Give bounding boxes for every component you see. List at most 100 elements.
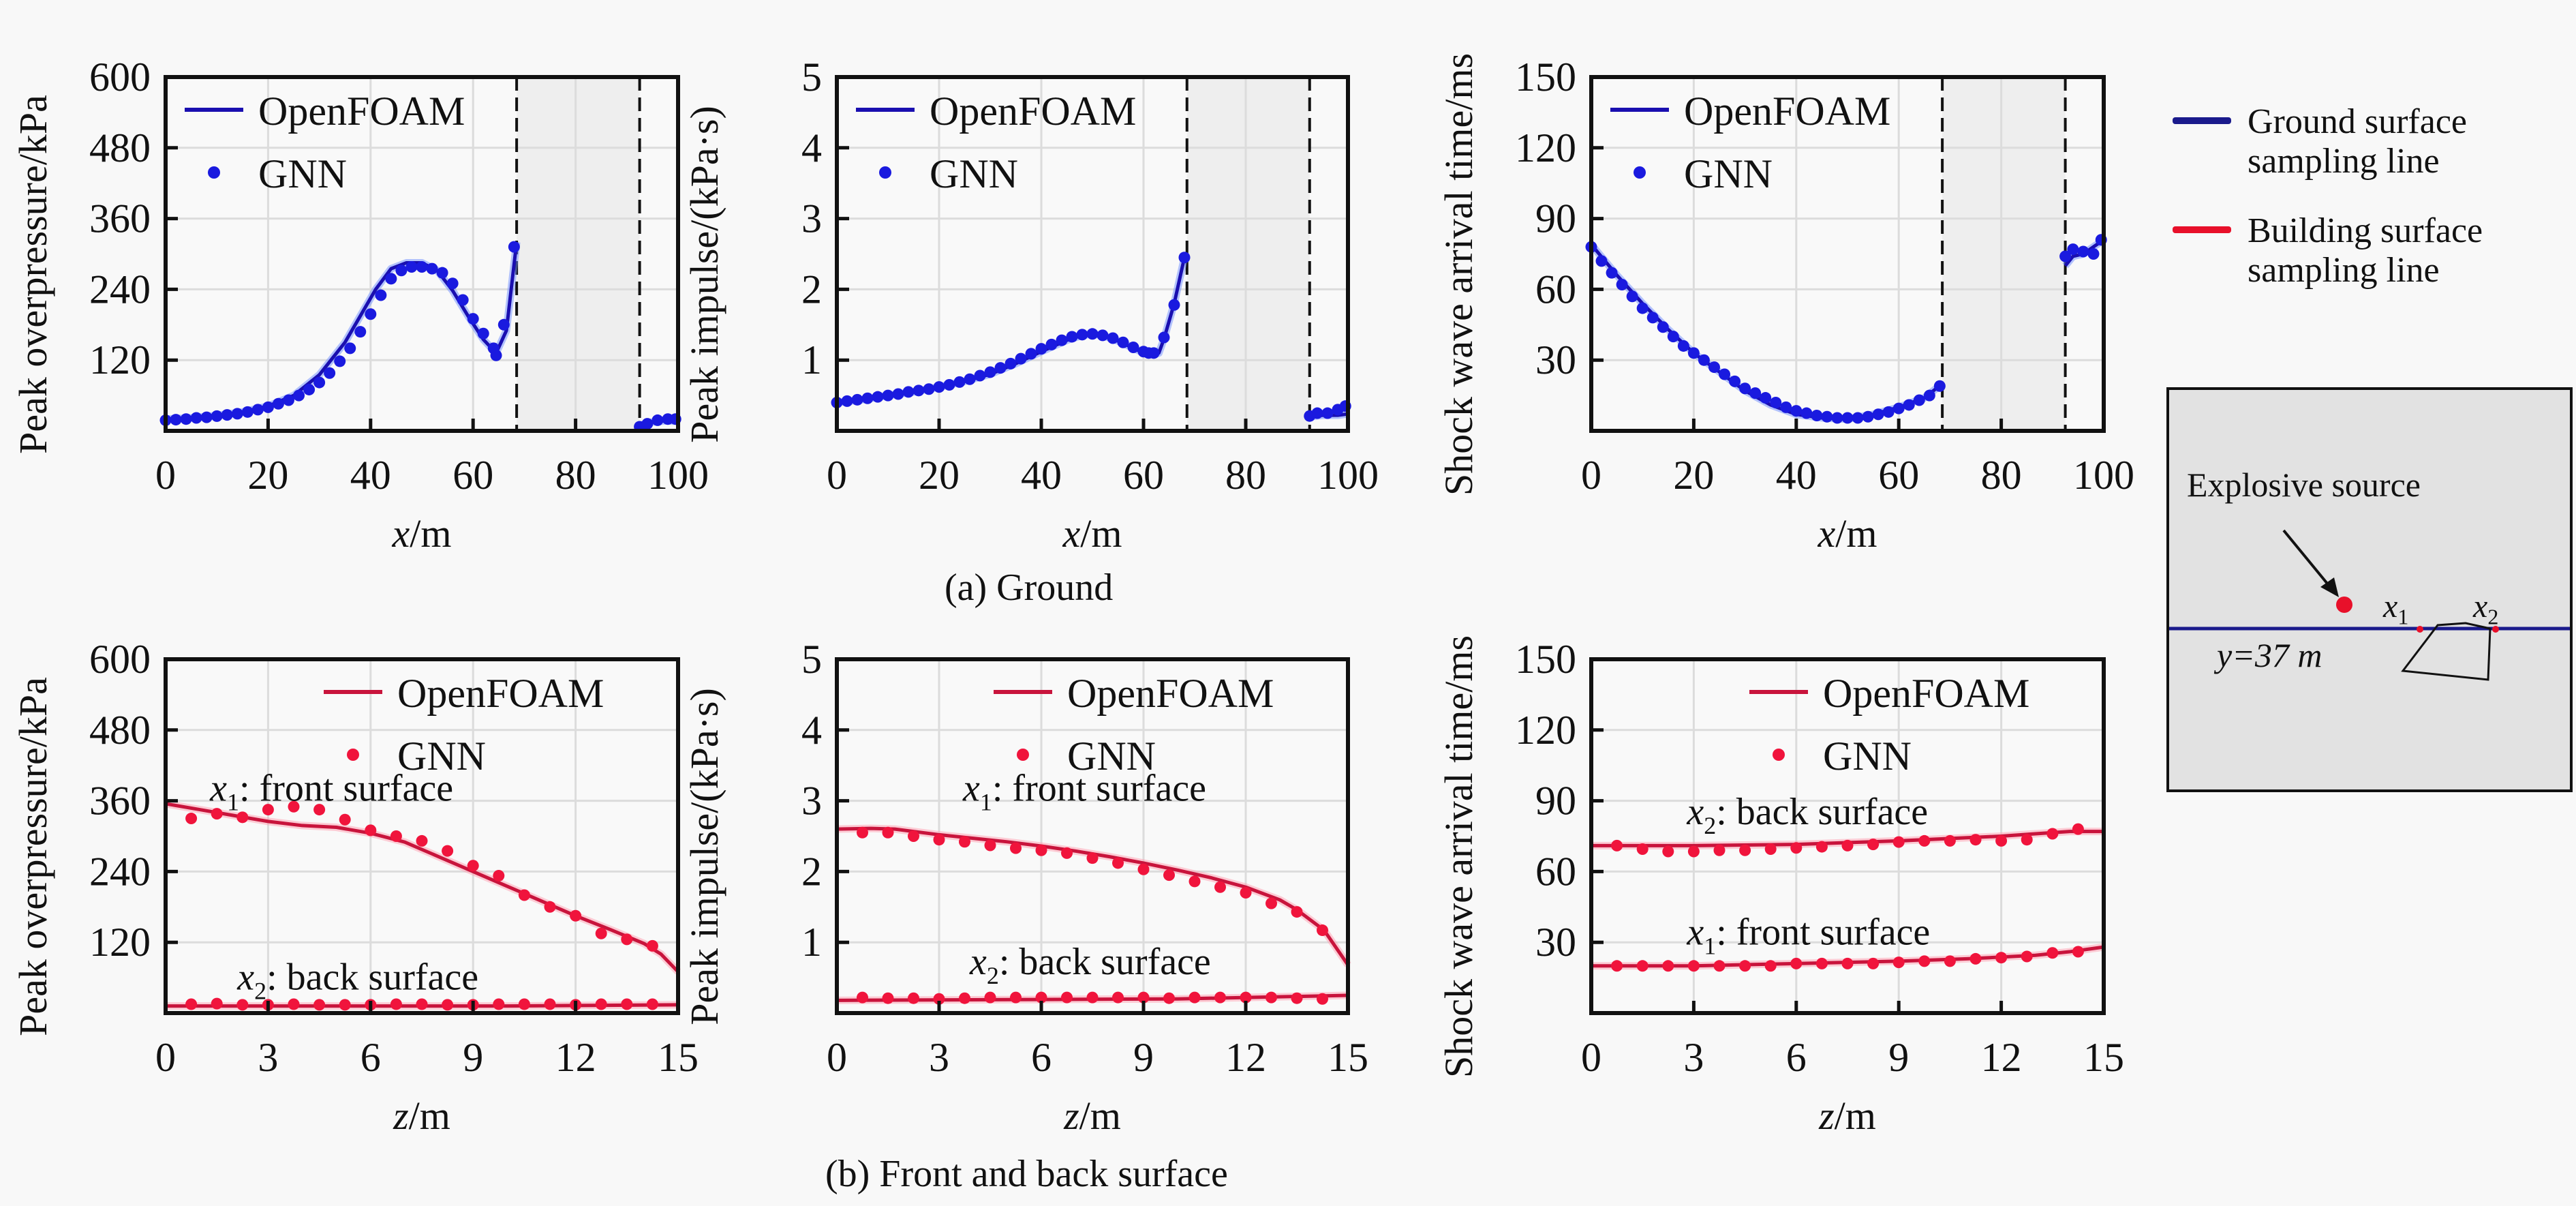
data-point-gnn: [221, 409, 233, 421]
data-point-gnn-x2: [390, 998, 402, 1010]
data-point-gnn: [1872, 408, 1884, 421]
x-axis-unit: /m: [1079, 1094, 1121, 1138]
data-point-gnn-x1: [1892, 956, 1905, 969]
data-point-gnn-x1: [313, 804, 326, 816]
data-point-gnn: [1148, 347, 1160, 359]
annotation-text: : back surface: [1716, 791, 1928, 833]
data-point-gnn: [282, 394, 294, 406]
data-point-gnn-x1: [1611, 960, 1623, 972]
x-axis-variable: z: [393, 1094, 409, 1138]
x1-label: x1: [2383, 588, 2408, 630]
data-point-gnn: [851, 393, 863, 406]
site-diagram: Explosive source y=37 m x1 x2: [2166, 387, 2573, 792]
data-point-gnn: [902, 386, 915, 398]
data-point-gnn: [477, 327, 489, 340]
x-tick-label: 12: [1225, 1035, 1266, 1080]
data-point-gnn-x1: [1995, 952, 2008, 964]
y-axis-label: Peak overpressure/kPa: [11, 677, 55, 1036]
data-point-gnn-x2: [1035, 991, 1047, 1004]
x-tick-label: 15: [2083, 1035, 2124, 1080]
arrow-head-icon: [2320, 577, 2339, 597]
data-point-gnn-x2: [1137, 991, 1150, 1004]
data-point-gnn-x2: [1995, 834, 2008, 847]
data-point-gnn-x1: [1189, 875, 1201, 888]
x-axis-label: z/m: [393, 1094, 450, 1138]
y-tick-label: 2: [801, 267, 822, 312]
data-point-gnn: [508, 241, 520, 253]
building-region-shade: [517, 77, 640, 431]
data-point-gnn: [416, 261, 428, 273]
data-point-gnn: [882, 389, 894, 402]
data-point-gnn-x1: [882, 826, 894, 839]
data-point-gnn-x2: [984, 991, 996, 1004]
surface-annotation: x2: back surface: [1686, 791, 1928, 839]
x-tick-label: 0: [1581, 453, 1601, 498]
data-point-gnn-x2: [416, 998, 428, 1010]
data-point-gnn-x2: [313, 999, 326, 1011]
data-point-gnn-x1: [211, 808, 223, 820]
plot-frame: [164, 75, 680, 433]
legend-label-openfoam: OpenFOAM: [1067, 671, 1274, 716]
annotation-text: : back surface: [266, 956, 478, 998]
x-tick-label: 40: [1776, 453, 1817, 498]
data-point-gnn: [313, 376, 326, 389]
data-point-gnn-x2: [1010, 991, 1022, 1004]
legend-marker-gnn: [347, 749, 359, 761]
x-tick-label: 20: [919, 453, 960, 498]
data-point-gnn-x1: [1061, 847, 1073, 859]
explosive-source-marker: [2336, 597, 2352, 613]
data-point-gnn: [262, 401, 274, 413]
data-point-gnn: [1913, 394, 1925, 406]
data-point-gnn: [841, 395, 853, 407]
x-tick-label: 6: [1031, 1035, 1052, 1080]
data-point-gnn-x1: [857, 826, 868, 839]
data-point-gnn: [1117, 336, 1129, 348]
data-point-gnn: [1056, 334, 1068, 346]
data-point-gnn-x2: [1112, 991, 1124, 1004]
data-point-gnn: [1687, 347, 1700, 359]
data-point-gnn: [324, 367, 336, 379]
x-axis-variable: x: [392, 511, 410, 556]
data-point-gnn: [1708, 361, 1720, 374]
data-point-gnn: [1321, 407, 1334, 419]
data-point-gnn: [1677, 340, 1689, 352]
data-point-gnn: [923, 383, 935, 395]
data-point-gnn: [1719, 368, 1731, 380]
y-axis-label: Peak impulse/(kPa·s): [682, 688, 726, 1025]
data-point-gnn: [497, 318, 510, 331]
data-point-gnn-x1: [908, 830, 919, 842]
data-point-gnn-x2: [1086, 991, 1099, 1004]
data-point-gnn: [1311, 407, 1323, 419]
surface-annotation: x1: front surface: [209, 768, 453, 816]
x-tick-label: 3: [258, 1035, 278, 1080]
x-axis-variable: z: [1063, 1094, 1079, 1138]
data-point-gnn-x1: [1739, 960, 1751, 972]
data-point-gnn: [231, 408, 243, 420]
data-point-gnn: [1035, 343, 1047, 355]
x-axis-unit: /m: [409, 1094, 450, 1138]
data-point-gnn-x1: [288, 800, 300, 813]
data-point-gnn-x1: [1662, 960, 1674, 972]
legend-label-gnn: GNN: [1684, 151, 1773, 196]
data-point-gnn-x1: [390, 830, 402, 842]
y-tick-label: 90: [1535, 779, 1576, 824]
data-point-gnn-x1: [933, 834, 945, 846]
data-point-gnn: [1903, 399, 1915, 411]
data-point-gnn-x1: [236, 811, 249, 824]
plot-frame: [835, 657, 1350, 1015]
data-point-gnn-x2: [211, 997, 223, 1010]
y-tick-label: 120: [89, 337, 151, 382]
data-point-gnn-x2: [1713, 844, 1726, 856]
data-point-gnn: [1923, 389, 1935, 402]
data-point-gnn: [467, 313, 479, 325]
annotation-subscript: 2: [1704, 812, 1716, 839]
legend-marker-gnn: [879, 166, 891, 179]
annotation-variable: x: [209, 768, 227, 810]
data-point-gnn: [1606, 267, 1618, 279]
y-tick-label: 5: [801, 637, 822, 682]
legend-marker-gnn: [1773, 749, 1785, 761]
annotation-variable: x: [962, 768, 980, 810]
data-point-gnn-x2: [2046, 828, 2059, 840]
x-tick-label: 80: [1981, 453, 2022, 498]
